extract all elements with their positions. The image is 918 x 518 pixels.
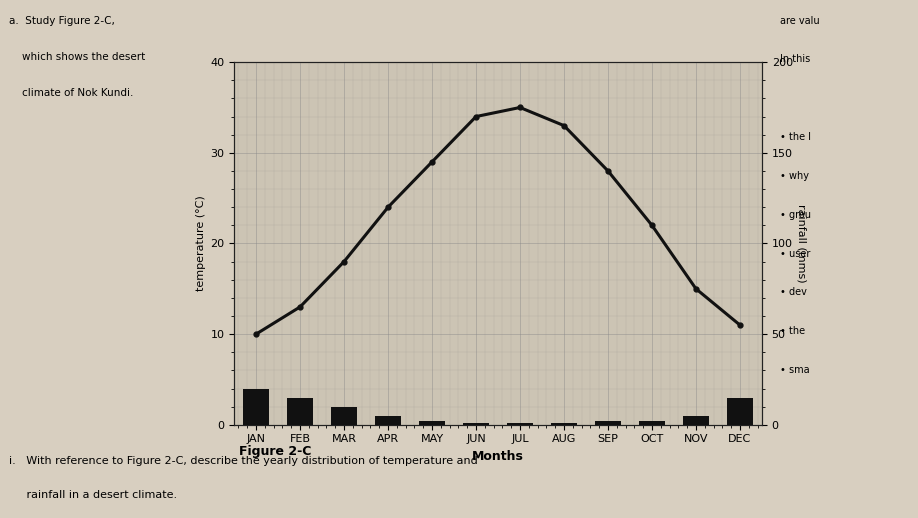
Text: a.  Study Figure 2-C,: a. Study Figure 2-C,	[9, 16, 115, 25]
Text: In this: In this	[780, 54, 811, 64]
Bar	[683, 415, 709, 425]
Text: rainfall in a desert climate.: rainfall in a desert climate.	[9, 490, 177, 499]
Bar	[330, 407, 357, 425]
X-axis label: Months: Months	[472, 450, 524, 463]
Bar	[551, 423, 577, 425]
Bar	[595, 421, 621, 425]
Bar	[727, 398, 753, 425]
Text: which shows the desert: which shows the desert	[9, 52, 145, 62]
Text: • sma: • sma	[780, 365, 810, 375]
Text: climate of Nok Kundi.: climate of Nok Kundi.	[9, 88, 133, 98]
Text: • the l: • the l	[780, 132, 812, 142]
Bar	[507, 423, 533, 425]
Bar	[375, 415, 401, 425]
Text: • grou: • grou	[780, 210, 812, 220]
Bar	[243, 388, 269, 425]
Text: Figure 2-C: Figure 2-C	[239, 445, 311, 458]
Bar	[463, 423, 489, 425]
Text: i.   With reference to Figure 2-C, describe the yearly distribution of temperatu: i. With reference to Figure 2-C, describ…	[9, 456, 478, 466]
Text: • user: • user	[780, 249, 811, 258]
Text: • dev: • dev	[780, 287, 807, 297]
Bar	[419, 421, 445, 425]
Text: • the: • the	[780, 326, 805, 336]
Y-axis label: temperature (°C): temperature (°C)	[196, 196, 206, 291]
Y-axis label: rainfall (mms): rainfall (mms)	[797, 204, 807, 283]
Text: • why: • why	[780, 171, 810, 181]
Bar	[287, 398, 313, 425]
Bar	[639, 421, 666, 425]
Text: are valu: are valu	[780, 16, 820, 25]
